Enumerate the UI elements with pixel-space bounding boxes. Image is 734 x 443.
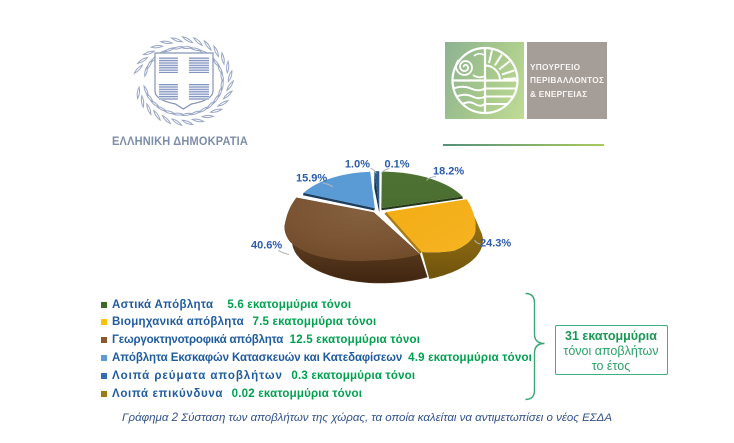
svg-text:0.1%: 0.1% [385,159,410,171]
svg-text:24.3%: 24.3% [480,238,511,250]
svg-text:18.2%: 18.2% [433,166,464,178]
svg-text:15.9%: 15.9% [296,173,327,185]
svg-text:40.6%: 40.6% [251,240,282,252]
svg-text:1.0%: 1.0% [345,159,370,171]
